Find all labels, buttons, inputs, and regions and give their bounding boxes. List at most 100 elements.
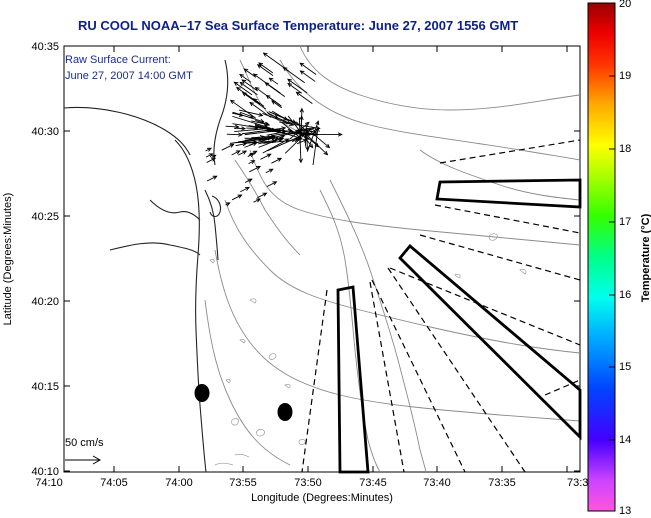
current-vector-arrow (231, 194, 243, 201)
current-vector-arrow (312, 126, 320, 166)
current-vector-arrow (300, 125, 310, 135)
x-tick-label: 74:05 (100, 477, 128, 489)
coastline-north (63, 106, 191, 156)
current-vector-arrow (262, 52, 289, 72)
polygon-north-east (435, 178, 582, 209)
dashed-line-3 (419, 234, 581, 281)
current-vector-arrow (249, 101, 272, 118)
coastline-river (109, 242, 201, 256)
current-vectors (205, 52, 343, 207)
current-vector-arrow (287, 78, 308, 94)
dashed-line-8 (301, 289, 328, 473)
current-vector-arrow (263, 137, 300, 144)
x-tick-label: 73:55 (229, 477, 257, 489)
current-vector-arrow (270, 111, 297, 124)
current-vector-arrow (239, 81, 258, 96)
contour-line-9 (234, 159, 301, 256)
current-vector-arrow (205, 147, 212, 152)
x-tick-label: 74:00 (165, 477, 193, 489)
current-vector-arrow (260, 153, 272, 160)
current-vector-arrow (271, 157, 283, 164)
colorbar-ticks (609, 2, 615, 512)
current-vector-arrow (266, 181, 278, 188)
dashed-line-5 (387, 267, 526, 473)
current-vector-arrow (221, 143, 235, 151)
current-vector-arrow (296, 138, 308, 145)
map-title-text: RU COOL NOAA–17 Sea Surface Temperature:… (78, 18, 519, 33)
y-tick-label: 40:15 (31, 381, 59, 393)
contour-line-3 (249, 149, 581, 246)
current-vector-arrow (231, 112, 244, 117)
colorbar-tick-label: 14 (619, 434, 631, 446)
current-vector-arrow (239, 73, 252, 83)
y-tick-label: 40:30 (31, 126, 59, 138)
plot-area (63, 45, 581, 473)
polygon-vertical (336, 285, 370, 474)
dashed-line-9 (544, 379, 581, 396)
x-tick-label: 73:35 (488, 477, 516, 489)
dashed-line-7 (369, 281, 405, 473)
dashed-line-6 (371, 279, 466, 473)
contour-line-7 (319, 189, 381, 473)
colorbar-tick-label: 18 (619, 143, 631, 155)
station-marker-1 (194, 384, 210, 402)
station-marker-2 (277, 403, 293, 421)
current-vector-arrow (205, 153, 214, 158)
current-vector-arrow (235, 86, 261, 105)
station-markers (194, 384, 293, 421)
scale-vector-label: 50 cm/s (65, 437, 104, 449)
coastline-inlet (149, 199, 201, 221)
y-tick-label: 40:25 (31, 211, 59, 223)
current-vector-arrow (244, 178, 253, 183)
current-vector-arrow (232, 123, 277, 132)
x-tick-label: 73:3 (567, 477, 588, 489)
colorbar-tick-label: 15 (619, 361, 631, 373)
current-vector-arrow (287, 82, 303, 94)
colorbar-tick-label: 19 (619, 70, 631, 82)
colorbar-title: Temperature (°C) (640, 213, 651, 302)
y-tick-label: 40:10 (31, 466, 59, 478)
current-vector-arrow (229, 99, 257, 119)
colorbar-gradient (587, 2, 616, 512)
coastline-hook (209, 195, 222, 218)
axis-ticks (64, 45, 580, 472)
sampling-polygons (336, 178, 582, 474)
current-legend: Raw Surface Current: June 27, 2007 14:00… (65, 54, 193, 465)
x-tick-label: 74:10 (35, 477, 63, 489)
current-vector-arrow (252, 98, 265, 107)
x-tick-labels: 74:10 74:05 74:00 73:55 73:50 73:45 73:4… (35, 477, 588, 489)
current-vector-arrow (247, 153, 255, 157)
y-tick-label: 40:35 (31, 41, 59, 53)
contour-line-8 (329, 179, 427, 473)
colorbar-tick-label: 16 (619, 289, 631, 301)
current-vector-arrow (298, 117, 303, 164)
colorbar-tick-label: 13 (619, 505, 631, 517)
y-tick-label: 40:20 (31, 296, 59, 308)
current-vector-arrow (251, 134, 276, 139)
current-vector-arrow (225, 202, 231, 207)
x-tick-label: 73:45 (359, 477, 387, 489)
y-tick-labels: 40:35 40:30 40:25 40:20 40:15 40:10 (31, 41, 59, 478)
current-vector-arrow (265, 168, 274, 174)
current-vector-arrow (253, 198, 261, 203)
current-vector-arrow (248, 160, 256, 165)
legend-line-1: Raw Surface Current: (65, 54, 171, 66)
y-axis-title: Latitude (Degrees:Minutes) (2, 193, 14, 326)
current-vector-arrow (211, 154, 217, 159)
current-vector-arrow (299, 70, 316, 82)
legend-line-2: June 27, 2007 14:00 GMT (65, 70, 193, 82)
current-vector-arrow (233, 126, 247, 131)
current-vector-arrow (244, 136, 269, 141)
current-vector-arrow (251, 120, 270, 127)
current-vector-arrow (206, 157, 217, 163)
dashed-line-2 (434, 204, 581, 234)
current-vector-arrow (308, 130, 331, 149)
radial-dashed-lines (301, 139, 581, 473)
current-vector-arrow (252, 73, 281, 94)
current-vector-arrow (238, 109, 264, 117)
current-vector-arrow (274, 135, 286, 141)
dashed-line-1 (439, 139, 581, 164)
contour-line-11 (239, 59, 306, 136)
current-vector-arrow (233, 81, 253, 96)
